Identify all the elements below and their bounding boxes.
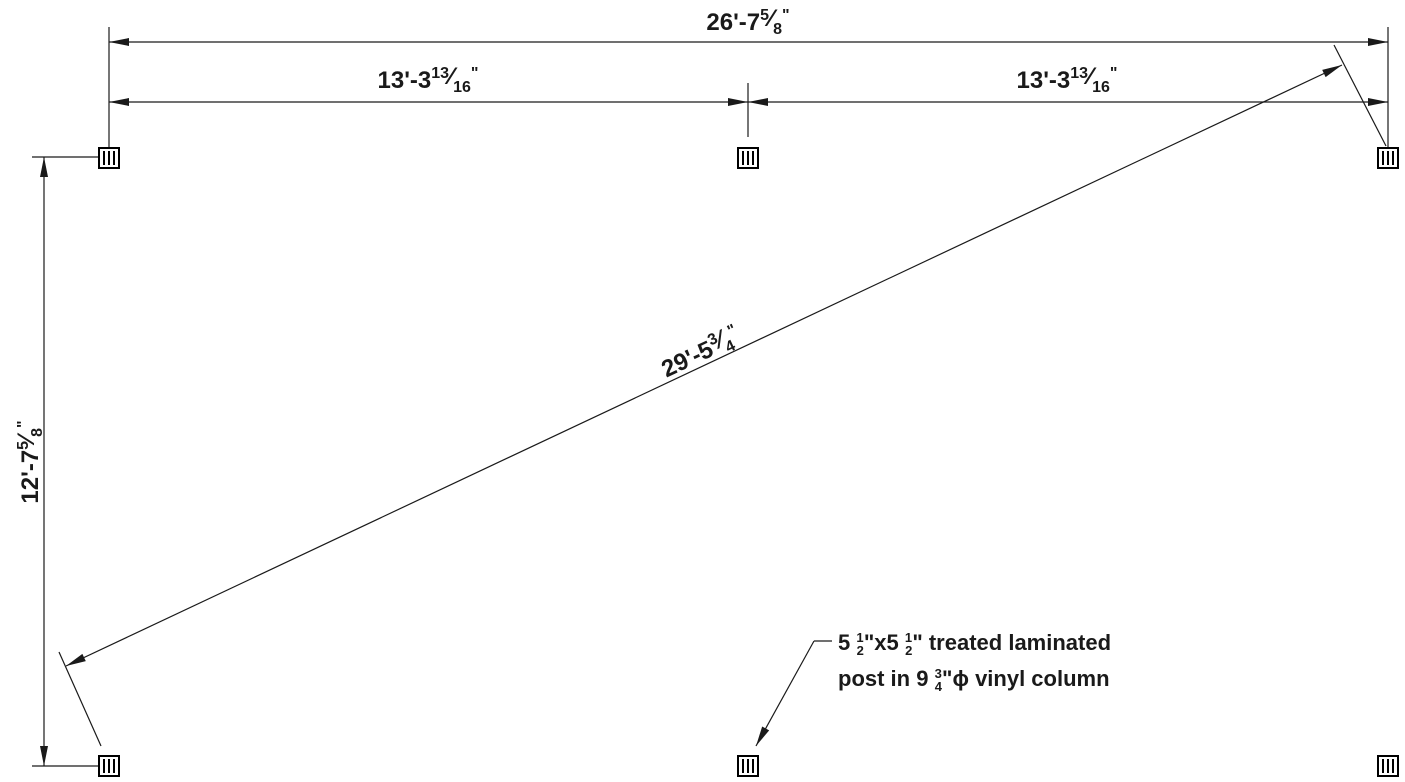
post-top-left-icon — [98, 147, 120, 169]
post-top-middle-icon — [737, 147, 759, 169]
depth-dimension: 12'-75⁄8" — [13, 157, 48, 766]
post-bottom-right-icon — [1377, 755, 1399, 777]
right-span-label: 13'-313⁄16" — [1017, 63, 1118, 96]
arrowhead — [109, 98, 129, 106]
arrowhead — [1368, 98, 1388, 106]
post-callout-leader — [755, 640, 832, 747]
overall-width-label: 26'-75⁄8" — [706, 5, 789, 38]
post-bottom-middle-icon — [737, 755, 759, 777]
extension-line-diagonal-top — [1333, 44, 1387, 147]
right-span-dimension: 13'-313⁄16" — [748, 63, 1388, 106]
depth-label: 12'-75⁄8" — [13, 420, 46, 503]
arrowhead — [1322, 65, 1342, 78]
arrowhead — [66, 653, 86, 666]
diagonal-dimension: 29'-53⁄4" — [65, 64, 1343, 667]
post-bottom-left-icon — [98, 755, 120, 777]
diagonal-label: 29'-53⁄4" — [656, 320, 745, 385]
arrowhead — [40, 157, 48, 177]
arrowhead — [748, 98, 768, 106]
post-top-right-icon — [1377, 147, 1399, 169]
diagonal-dimension-line — [65, 64, 1343, 667]
left-span-dimension: 13'-313⁄16" — [109, 63, 748, 106]
extension-line-diagonal-bottom — [58, 651, 102, 747]
arrowhead — [756, 726, 770, 746]
arrowhead — [109, 38, 129, 46]
callout-line-1: 5 1 2"x5 1 2" treated laminated — [838, 630, 1111, 658]
posts — [98, 147, 1399, 777]
post-callout-note: 5 1 2"x5 1 2" treated laminated post in 9 … — [838, 630, 1111, 694]
left-span-label: 13'-313⁄16" — [378, 63, 479, 96]
arrowhead — [40, 746, 48, 766]
overall-width-dimension: 26'-75⁄8" — [109, 5, 1388, 46]
arrowhead — [1368, 38, 1388, 46]
arrowhead — [728, 98, 748, 106]
callout-line-2: post in 9 3 4"ϕ vinyl column — [838, 666, 1110, 694]
extension-lines — [32, 27, 1389, 767]
